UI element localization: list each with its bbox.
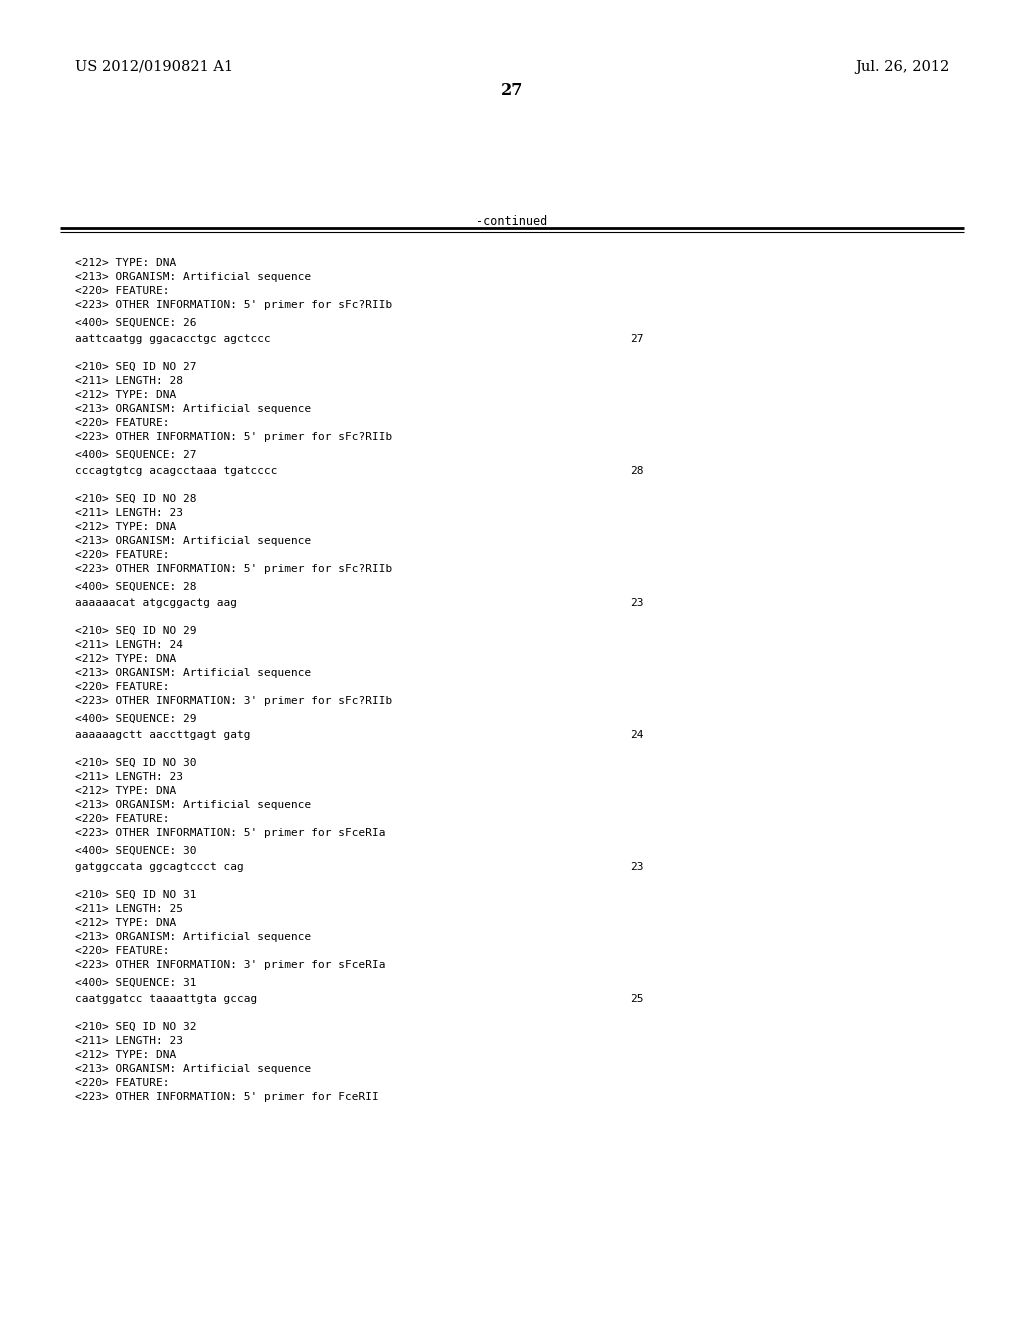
Text: aattcaatgg ggacacctgc agctccc: aattcaatgg ggacacctgc agctccc: [75, 334, 270, 345]
Text: <400> SEQUENCE: 29: <400> SEQUENCE: 29: [75, 714, 197, 723]
Text: 25: 25: [630, 994, 643, 1005]
Text: <212> TYPE: DNA: <212> TYPE: DNA: [75, 389, 176, 400]
Text: 23: 23: [630, 862, 643, 873]
Text: <212> TYPE: DNA: <212> TYPE: DNA: [75, 257, 176, 268]
Text: <220> FEATURE:: <220> FEATURE:: [75, 814, 170, 824]
Text: <212> TYPE: DNA: <212> TYPE: DNA: [75, 653, 176, 664]
Text: <213> ORGANISM: Artificial sequence: <213> ORGANISM: Artificial sequence: [75, 536, 311, 546]
Text: -continued: -continued: [476, 215, 548, 228]
Text: Jul. 26, 2012: Jul. 26, 2012: [856, 59, 950, 74]
Text: <213> ORGANISM: Artificial sequence: <213> ORGANISM: Artificial sequence: [75, 404, 311, 414]
Text: cccagtgtcg acagcctaaa tgatcccc: cccagtgtcg acagcctaaa tgatcccc: [75, 466, 278, 477]
Text: <211> LENGTH: 23: <211> LENGTH: 23: [75, 772, 183, 781]
Text: <211> LENGTH: 28: <211> LENGTH: 28: [75, 376, 183, 385]
Text: <213> ORGANISM: Artificial sequence: <213> ORGANISM: Artificial sequence: [75, 1064, 311, 1074]
Text: <212> TYPE: DNA: <212> TYPE: DNA: [75, 917, 176, 928]
Text: <220> FEATURE:: <220> FEATURE:: [75, 418, 170, 428]
Text: <223> OTHER INFORMATION: 5' primer for sFc?RIIb: <223> OTHER INFORMATION: 5' primer for s…: [75, 432, 392, 442]
Text: aaaaaagctt aaccttgagt gatg: aaaaaagctt aaccttgagt gatg: [75, 730, 251, 741]
Text: 28: 28: [630, 466, 643, 477]
Text: <220> FEATURE:: <220> FEATURE:: [75, 682, 170, 692]
Text: 27: 27: [501, 82, 523, 99]
Text: <211> LENGTH: 23: <211> LENGTH: 23: [75, 1036, 183, 1045]
Text: <212> TYPE: DNA: <212> TYPE: DNA: [75, 521, 176, 532]
Text: <213> ORGANISM: Artificial sequence: <213> ORGANISM: Artificial sequence: [75, 668, 311, 678]
Text: <210> SEQ ID NO 27: <210> SEQ ID NO 27: [75, 362, 197, 372]
Text: <220> FEATURE:: <220> FEATURE:: [75, 550, 170, 560]
Text: <220> FEATURE:: <220> FEATURE:: [75, 946, 170, 956]
Text: 27: 27: [630, 334, 643, 345]
Text: <223> OTHER INFORMATION: 5' primer for sFc?RIIb: <223> OTHER INFORMATION: 5' primer for s…: [75, 300, 392, 310]
Text: <210> SEQ ID NO 32: <210> SEQ ID NO 32: [75, 1022, 197, 1032]
Text: <223> OTHER INFORMATION: 3' primer for sFceRIa: <223> OTHER INFORMATION: 3' primer for s…: [75, 960, 385, 970]
Text: caatggatcc taaaattgta gccag: caatggatcc taaaattgta gccag: [75, 994, 257, 1005]
Text: <212> TYPE: DNA: <212> TYPE: DNA: [75, 1049, 176, 1060]
Text: <211> LENGTH: 25: <211> LENGTH: 25: [75, 904, 183, 913]
Text: <223> OTHER INFORMATION: 5' primer for sFceRIa: <223> OTHER INFORMATION: 5' primer for s…: [75, 828, 385, 838]
Text: <223> OTHER INFORMATION: 5' primer for FceRII: <223> OTHER INFORMATION: 5' primer for F…: [75, 1092, 379, 1102]
Text: <220> FEATURE:: <220> FEATURE:: [75, 286, 170, 296]
Text: <211> LENGTH: 24: <211> LENGTH: 24: [75, 640, 183, 649]
Text: <400> SEQUENCE: 26: <400> SEQUENCE: 26: [75, 318, 197, 327]
Text: <213> ORGANISM: Artificial sequence: <213> ORGANISM: Artificial sequence: [75, 272, 311, 282]
Text: 23: 23: [630, 598, 643, 609]
Text: <210> SEQ ID NO 31: <210> SEQ ID NO 31: [75, 890, 197, 900]
Text: <223> OTHER INFORMATION: 3' primer for sFc?RIIb: <223> OTHER INFORMATION: 3' primer for s…: [75, 696, 392, 706]
Text: <213> ORGANISM: Artificial sequence: <213> ORGANISM: Artificial sequence: [75, 932, 311, 942]
Text: <210> SEQ ID NO 30: <210> SEQ ID NO 30: [75, 758, 197, 768]
Text: <210> SEQ ID NO 28: <210> SEQ ID NO 28: [75, 494, 197, 504]
Text: gatggccata ggcagtccct cag: gatggccata ggcagtccct cag: [75, 862, 244, 873]
Text: <223> OTHER INFORMATION: 5' primer for sFc?RIIb: <223> OTHER INFORMATION: 5' primer for s…: [75, 564, 392, 574]
Text: <400> SEQUENCE: 30: <400> SEQUENCE: 30: [75, 846, 197, 855]
Text: <400> SEQUENCE: 27: <400> SEQUENCE: 27: [75, 450, 197, 459]
Text: <213> ORGANISM: Artificial sequence: <213> ORGANISM: Artificial sequence: [75, 800, 311, 810]
Text: US 2012/0190821 A1: US 2012/0190821 A1: [75, 59, 233, 74]
Text: <210> SEQ ID NO 29: <210> SEQ ID NO 29: [75, 626, 197, 636]
Text: <211> LENGTH: 23: <211> LENGTH: 23: [75, 508, 183, 517]
Text: <400> SEQUENCE: 31: <400> SEQUENCE: 31: [75, 978, 197, 987]
Text: aaaaaacat atgcggactg aag: aaaaaacat atgcggactg aag: [75, 598, 237, 609]
Text: <220> FEATURE:: <220> FEATURE:: [75, 1078, 170, 1088]
Text: 24: 24: [630, 730, 643, 741]
Text: <400> SEQUENCE: 28: <400> SEQUENCE: 28: [75, 582, 197, 591]
Text: <212> TYPE: DNA: <212> TYPE: DNA: [75, 785, 176, 796]
